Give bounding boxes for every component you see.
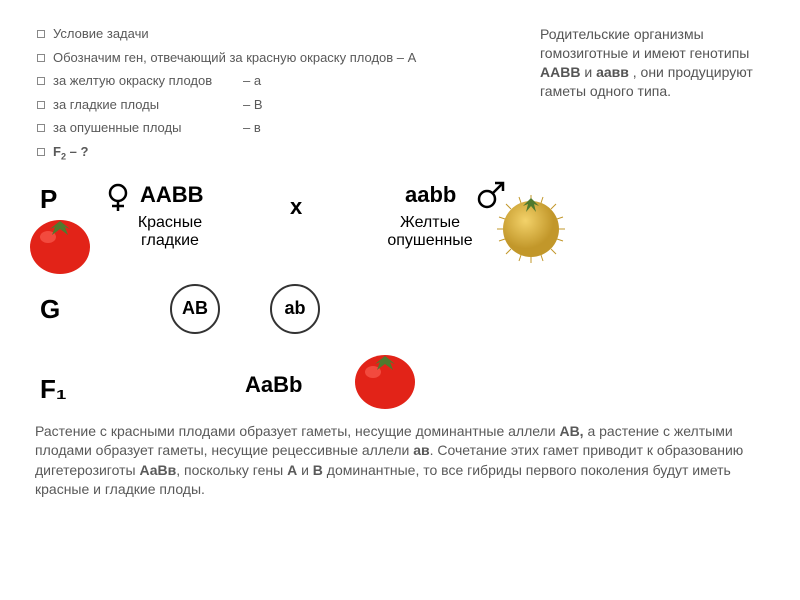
- top-row: Условие задачи Обозначим ген, отвечающий…: [35, 25, 765, 169]
- phenotype-male: Желтые опушенные: [365, 214, 495, 250]
- phenotype-female: Красные гладкие: [120, 214, 220, 250]
- genotype-male: aabb: [405, 182, 456, 208]
- bullet-2: Обозначим ген, отвечающий за красную окр…: [35, 49, 515, 67]
- gamete-male: ab: [270, 284, 320, 334]
- label-G: G: [40, 294, 60, 325]
- b4-c2: – В: [243, 96, 273, 114]
- genotype-female: AABB: [140, 182, 204, 208]
- tomato-red-left-icon: [20, 199, 100, 279]
- bt-b4: А: [287, 462, 297, 478]
- b4-c1: за гладкие плоды: [53, 96, 243, 114]
- bullet-1: Условие задачи: [35, 25, 515, 43]
- side-t1: Родительские организмы гомозиготные и им…: [540, 26, 749, 61]
- side-t2: и: [580, 64, 596, 80]
- genetics-diagram: P G F₁ AABB x aabb Красные гладкие Желты…: [35, 184, 765, 414]
- side-g2: аавв: [596, 64, 629, 80]
- bottom-paragraph: Растение с красными плодами образует гам…: [35, 422, 765, 500]
- side-note: Родительские организмы гомозиготные и им…: [540, 25, 765, 101]
- bt-b1: АВ,: [559, 423, 583, 439]
- label-F1: F₁: [40, 374, 67, 405]
- b6-post: – ?: [66, 144, 88, 159]
- b3-c1: за желтую окраску плодов: [53, 72, 243, 90]
- b5-c2: – в: [243, 119, 273, 137]
- bullets-block: Условие задачи Обозначим ген, отвечающий…: [35, 25, 515, 169]
- tomato-red-f1-icon: [345, 334, 425, 414]
- gamete-female: AB: [170, 284, 220, 334]
- genotype-f1: AaBb: [245, 372, 302, 398]
- bt-t4: , поскольку гены: [176, 462, 287, 478]
- bt-t5: и: [297, 462, 313, 478]
- bt-t1: Растение с красными плодами образует гам…: [35, 423, 559, 439]
- b3-c2: – а: [243, 72, 273, 90]
- cross-symbol: x: [290, 194, 302, 220]
- bullet-5: за опушенные плоды – в: [35, 119, 515, 137]
- b6-pre: F: [53, 144, 61, 159]
- side-g1: ААВВ: [540, 64, 580, 80]
- bullet-3: за желтую окраску плодов – а: [35, 72, 515, 90]
- b5-c1: за опушенные плоды: [53, 119, 243, 137]
- female-symbol-icon: [103, 182, 133, 212]
- bt-b3: АаВв: [139, 462, 176, 478]
- bt-b5: В: [313, 462, 323, 478]
- bt-b2: ав: [413, 442, 429, 458]
- bullet-6: F2 – ?: [35, 143, 515, 163]
- bullet-4: за гладкие плоды – В: [35, 96, 515, 114]
- tomato-yellow-icon: [490, 184, 572, 266]
